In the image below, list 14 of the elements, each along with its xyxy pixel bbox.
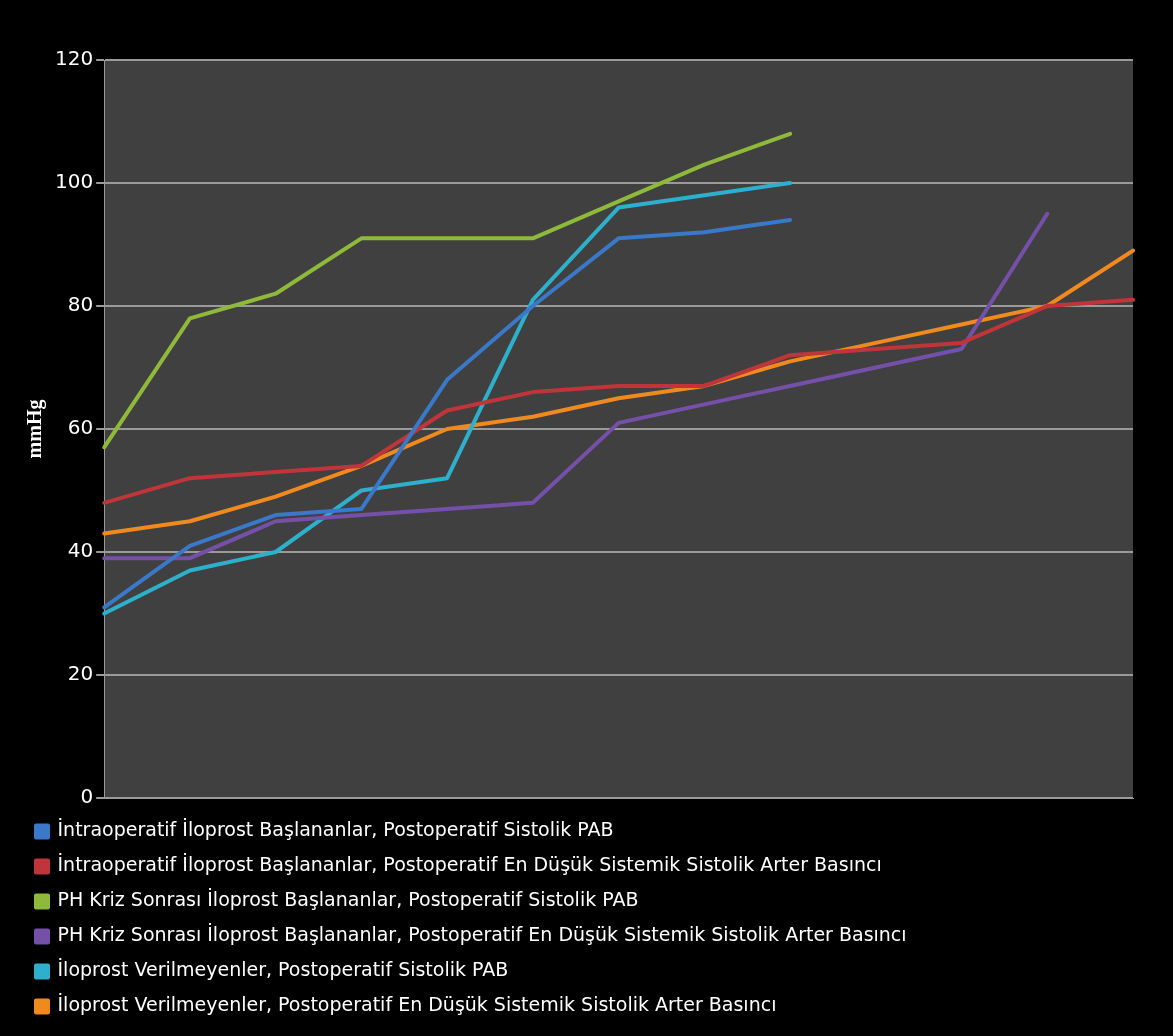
y-tick-label: 20 [67, 661, 94, 686]
y-tick-label: 80 [67, 292, 94, 317]
y-tick-label: 120 [54, 46, 94, 71]
y-tick-label: 0 [80, 784, 94, 809]
y-tick-label: 40 [67, 538, 94, 563]
y-tick-label: 100 [54, 169, 94, 194]
legend-label: İloprost Verilmeyenler, Postoperatif Sistolik PAB [57, 958, 509, 981]
legend-label: İntraoperatif İloprost Başlananlar, Postoperatif En Düşük Sistemik Sistolik Arter Basıncı [57, 853, 882, 876]
legend-label: İloprost Verilmeyenler, Postoperatif En Düşük Sistemik Sistolik Arter Basıncı [57, 993, 777, 1016]
legend-label: PH Kriz Sonrası İloprost Başlananlar, Postoperatif Sistolik PAB [57, 888, 639, 911]
y-tick-label: 60 [67, 415, 94, 440]
legend-label: İntraoperatif İloprost Başlananlar, Postoperatif Sistolik PAB [57, 818, 614, 841]
y-axis-title: mmHg [23, 399, 47, 459]
legend-label: PH Kriz Sonrası İloprost Başlananlar, Postoperatif En Düşük Sistemik Sistolik Arter Basıncı [57, 923, 907, 946]
